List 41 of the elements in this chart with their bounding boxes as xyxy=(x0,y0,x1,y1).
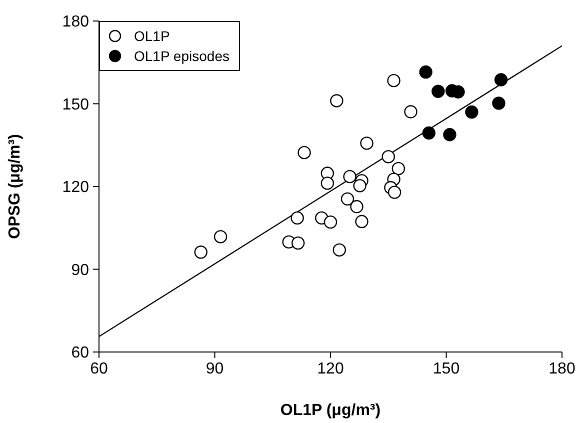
point xyxy=(492,96,506,110)
point xyxy=(382,150,395,164)
point xyxy=(404,105,418,118)
point xyxy=(388,186,402,199)
point xyxy=(332,243,346,257)
point xyxy=(353,179,366,192)
point xyxy=(350,200,364,214)
y-tick-label: 60 xyxy=(71,344,90,362)
point xyxy=(343,170,356,184)
x-tick-label: 150 xyxy=(432,360,460,378)
point xyxy=(355,214,368,228)
point xyxy=(290,211,304,225)
point xyxy=(291,236,305,250)
point xyxy=(443,128,456,142)
point xyxy=(360,136,374,150)
y-tick-label: 180 xyxy=(62,14,90,31)
point xyxy=(330,94,344,108)
point xyxy=(419,65,432,79)
y-tick-label: 120 xyxy=(62,179,90,196)
x-tick-label: 120 xyxy=(317,360,344,378)
point xyxy=(494,73,508,86)
point xyxy=(392,162,406,176)
x-tick-label: 180 xyxy=(548,360,576,378)
point xyxy=(298,146,311,160)
x-axis-title: OL1P (μg/m³) xyxy=(280,402,381,419)
point xyxy=(465,105,478,119)
point xyxy=(324,215,338,229)
legend-label: OL1P xyxy=(134,28,170,44)
point xyxy=(194,246,208,259)
point xyxy=(422,126,436,140)
legend-label: OL1P episodes xyxy=(134,48,230,64)
y-tick-label: 150 xyxy=(62,96,90,114)
y-tick-label: 90 xyxy=(71,262,90,279)
point xyxy=(340,192,354,206)
y-axis-title: OPSG (μg/m³) xyxy=(6,134,24,239)
point xyxy=(214,230,228,244)
point xyxy=(320,176,334,190)
point xyxy=(432,84,445,98)
x-tick-label: 60 xyxy=(90,360,108,378)
x-tick-label: 90 xyxy=(206,360,224,378)
point xyxy=(387,74,400,88)
